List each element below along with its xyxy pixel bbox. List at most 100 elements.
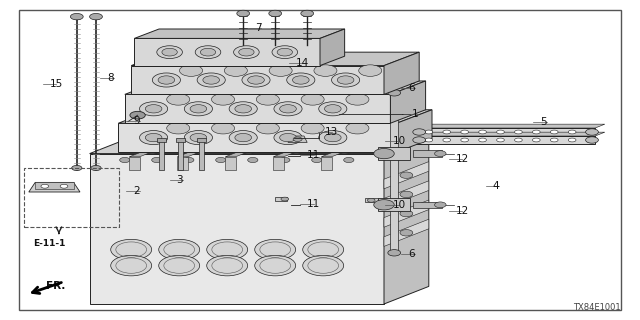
Circle shape [367, 198, 375, 202]
Circle shape [269, 65, 292, 76]
Polygon shape [384, 219, 429, 246]
Circle shape [515, 130, 522, 134]
Circle shape [184, 131, 212, 145]
Polygon shape [273, 157, 284, 170]
Polygon shape [159, 141, 164, 170]
Circle shape [280, 157, 290, 163]
Circle shape [159, 239, 200, 260]
Circle shape [586, 137, 598, 143]
Circle shape [400, 172, 413, 179]
Text: 9: 9 [133, 116, 140, 126]
Polygon shape [390, 81, 426, 123]
Polygon shape [273, 152, 297, 157]
Circle shape [256, 123, 279, 134]
Circle shape [195, 46, 221, 59]
Circle shape [211, 94, 235, 105]
Polygon shape [275, 197, 287, 201]
Circle shape [280, 133, 296, 142]
Polygon shape [134, 38, 320, 66]
Circle shape [162, 48, 177, 56]
Polygon shape [321, 152, 345, 157]
Polygon shape [384, 200, 429, 227]
Polygon shape [118, 110, 432, 123]
Circle shape [281, 197, 289, 201]
Circle shape [166, 123, 189, 134]
Circle shape [515, 138, 522, 142]
Polygon shape [320, 29, 344, 66]
Polygon shape [90, 136, 429, 154]
Polygon shape [225, 152, 249, 157]
Polygon shape [384, 162, 429, 189]
Circle shape [550, 138, 558, 142]
Circle shape [235, 133, 252, 142]
Polygon shape [197, 138, 206, 142]
Circle shape [303, 255, 344, 276]
Circle shape [292, 76, 309, 84]
Circle shape [216, 157, 226, 163]
Circle shape [197, 73, 225, 87]
Circle shape [346, 123, 369, 134]
Circle shape [255, 255, 296, 276]
Circle shape [211, 123, 235, 134]
Circle shape [235, 105, 252, 113]
Bar [24, 168, 119, 227]
Circle shape [497, 130, 504, 134]
Circle shape [568, 130, 576, 134]
Polygon shape [177, 152, 201, 157]
Circle shape [255, 239, 296, 260]
Circle shape [140, 131, 168, 145]
Circle shape [413, 137, 426, 143]
Circle shape [120, 157, 130, 163]
Circle shape [248, 157, 258, 163]
Polygon shape [413, 150, 442, 157]
Circle shape [461, 130, 468, 134]
Circle shape [359, 65, 381, 76]
Circle shape [229, 102, 257, 116]
Circle shape [337, 76, 354, 84]
Text: TX84E1001: TX84E1001 [573, 303, 621, 312]
Circle shape [287, 73, 315, 87]
Circle shape [344, 157, 354, 163]
Circle shape [586, 129, 598, 135]
Circle shape [346, 94, 369, 105]
Circle shape [497, 138, 504, 142]
Circle shape [184, 102, 212, 116]
Polygon shape [378, 147, 410, 160]
Circle shape [277, 48, 292, 56]
Circle shape [157, 46, 182, 59]
Circle shape [111, 255, 152, 276]
Circle shape [190, 133, 207, 142]
Circle shape [145, 105, 162, 113]
Polygon shape [134, 29, 344, 38]
Polygon shape [288, 136, 307, 142]
Circle shape [70, 13, 83, 20]
Polygon shape [416, 128, 595, 136]
Text: 8: 8 [108, 73, 114, 83]
Circle shape [301, 123, 324, 134]
Text: 10: 10 [392, 136, 406, 147]
Circle shape [229, 131, 257, 145]
Circle shape [152, 73, 180, 87]
Text: 3: 3 [177, 175, 183, 185]
Circle shape [479, 138, 486, 142]
Text: E-11-1: E-11-1 [33, 239, 66, 248]
Circle shape [60, 184, 68, 188]
Polygon shape [131, 52, 419, 66]
Circle shape [413, 129, 426, 135]
Polygon shape [129, 157, 140, 170]
Circle shape [90, 13, 102, 20]
Circle shape [461, 138, 468, 142]
Circle shape [374, 200, 394, 210]
Circle shape [179, 65, 202, 76]
Circle shape [242, 73, 270, 87]
Circle shape [443, 130, 451, 134]
Text: 1: 1 [412, 108, 418, 119]
Text: 13: 13 [325, 127, 339, 137]
Circle shape [159, 255, 200, 276]
Circle shape [324, 133, 341, 142]
Circle shape [111, 239, 152, 260]
Polygon shape [90, 154, 384, 304]
Polygon shape [178, 141, 183, 170]
Text: 11: 11 [307, 150, 321, 160]
Circle shape [532, 138, 540, 142]
